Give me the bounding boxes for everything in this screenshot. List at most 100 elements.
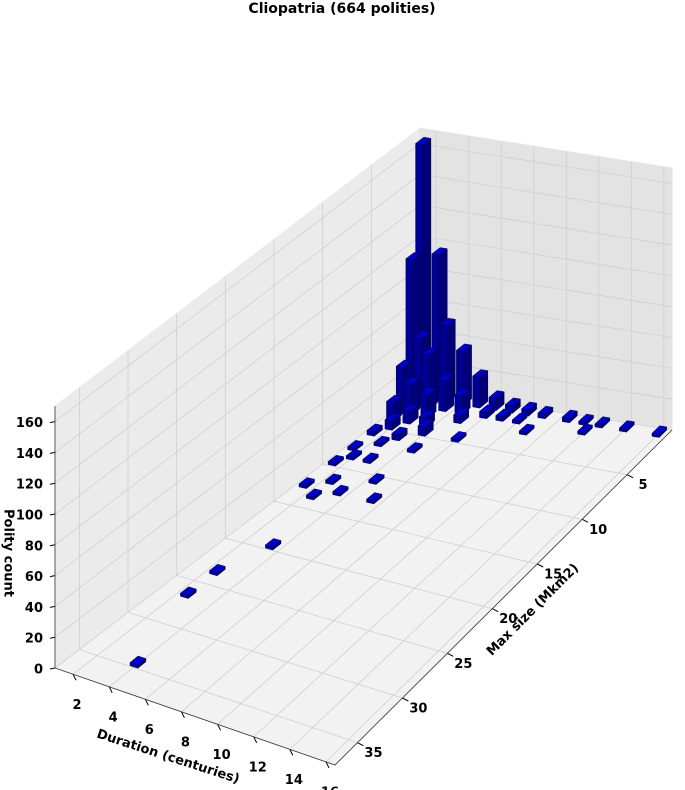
x-tick [144, 699, 149, 706]
x-tick-label: 12 [249, 760, 267, 775]
bar-top [618, 420, 635, 430]
bar-top [365, 492, 383, 502]
z-tick [49, 667, 56, 670]
bar [495, 408, 512, 423]
bar-top [362, 452, 379, 461]
bar [347, 440, 364, 452]
x-tick [289, 749, 294, 756]
bar [366, 423, 383, 437]
bar-top [395, 359, 413, 368]
z-tick [49, 482, 56, 485]
z-tick-label: 20 [25, 632, 43, 647]
y-tick-label: 30 [409, 702, 427, 717]
bar [208, 563, 226, 577]
bar-top [450, 431, 467, 440]
grid-line [419, 297, 673, 338]
bar-top [403, 376, 421, 385]
bar [332, 484, 349, 497]
bar-side [417, 425, 426, 437]
grid-line [54, 358, 421, 638]
y-tick-label: 15 [544, 568, 562, 583]
bar-top [345, 449, 363, 458]
grid-line [419, 174, 673, 215]
y-tick-label: 5 [639, 478, 648, 493]
grid-line [145, 402, 502, 700]
bar-top [264, 538, 282, 548]
y-tick-label: 35 [364, 746, 382, 761]
grid-line [325, 428, 665, 763]
z-tick [49, 544, 56, 547]
grid-line [419, 143, 673, 184]
bar [368, 473, 385, 486]
bar [417, 419, 434, 437]
x-tick [325, 761, 330, 769]
grid-line [217, 412, 567, 725]
grid-line [54, 204, 421, 484]
z-tick-label: 0 [34, 663, 43, 678]
bar [327, 454, 345, 467]
grid-line [289, 423, 632, 750]
bar-top [413, 330, 431, 339]
bar [450, 431, 467, 444]
bar [264, 538, 282, 551]
grid-line [322, 463, 583, 520]
x-tick-label: 6 [145, 723, 154, 738]
x-tick-label: 16 [321, 785, 339, 790]
bar-top [347, 440, 364, 449]
z-tick-label: 140 [16, 447, 43, 462]
bar-top [406, 442, 423, 451]
bar [578, 413, 595, 427]
bar-side [402, 410, 411, 425]
grid-line [419, 204, 673, 246]
grid-line [54, 235, 421, 515]
grid-line [54, 328, 421, 607]
x-tick [108, 686, 113, 693]
bar [478, 404, 496, 420]
bar [402, 403, 419, 425]
x-tick [181, 711, 185, 719]
bar [537, 405, 554, 420]
bar-top [488, 390, 505, 399]
y-tick [447, 652, 454, 657]
grid-line [54, 389, 421, 669]
x-tick [72, 674, 77, 681]
z-tick [49, 451, 56, 454]
bar-top [208, 563, 226, 573]
z-tick-label: 60 [25, 570, 43, 585]
bar-top [327, 454, 345, 464]
z-tick-label: 80 [25, 539, 43, 554]
bar-top [391, 426, 408, 435]
bar [438, 373, 455, 413]
bar-top [324, 473, 342, 482]
bar-top [577, 423, 594, 433]
y-tick [536, 563, 544, 568]
grid-line [273, 500, 538, 565]
z-tick-label: 120 [16, 478, 43, 493]
bar-top [454, 388, 471, 397]
bar-side [472, 375, 481, 409]
bar [384, 413, 401, 431]
bar [298, 477, 316, 490]
grid-line [419, 266, 673, 308]
bar [373, 435, 390, 448]
bar-top [385, 394, 403, 403]
bar-top [179, 586, 197, 596]
x-tick-label: 2 [73, 698, 82, 713]
bar-top [431, 247, 448, 256]
grid-line [108, 397, 470, 688]
bar-top [495, 408, 512, 418]
z-tick [49, 421, 56, 424]
y-tick [357, 742, 364, 747]
bar-top [305, 488, 323, 498]
axis-line [54, 406, 673, 766]
grid-line [181, 407, 535, 713]
y-tick-label: 20 [499, 612, 517, 627]
z-tick [49, 575, 56, 578]
bar [518, 423, 535, 436]
bar-top [438, 373, 455, 382]
bar [345, 449, 363, 461]
bars [129, 136, 668, 669]
bar [365, 492, 383, 505]
y-tick [626, 474, 634, 479]
